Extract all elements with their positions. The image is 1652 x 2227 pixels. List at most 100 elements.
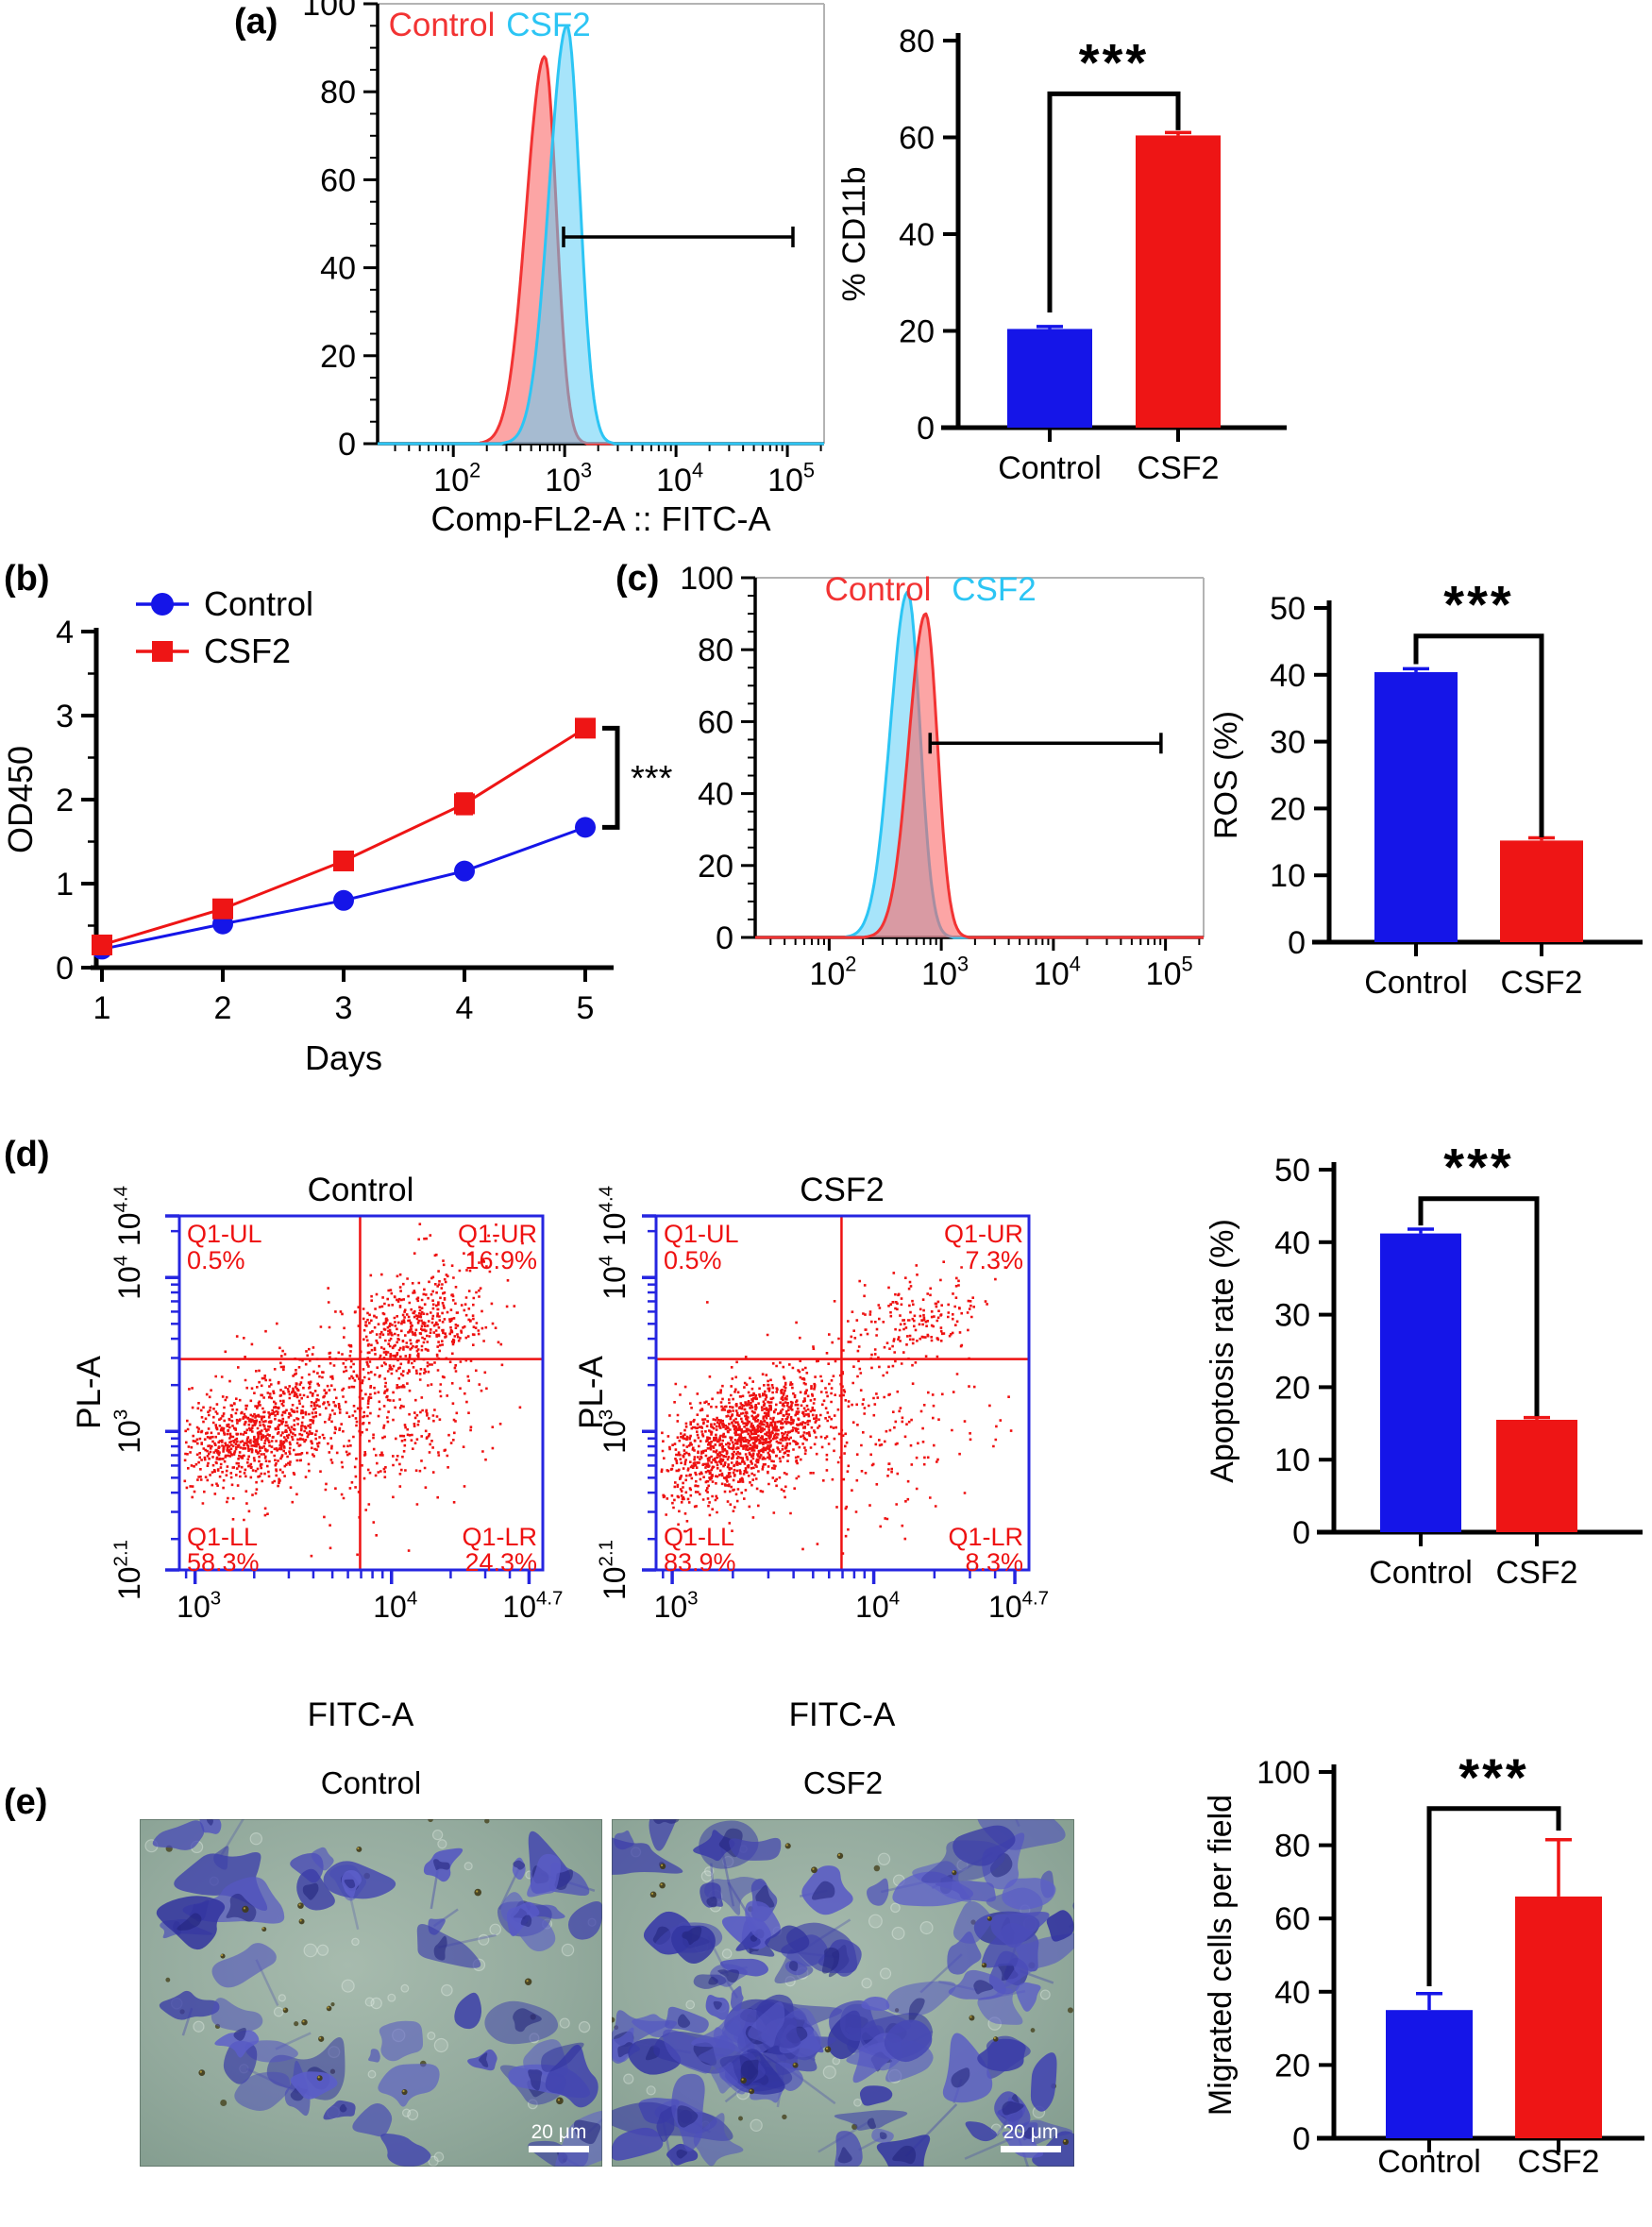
svg-text:40: 40	[899, 217, 935, 253]
svg-text:20 μm: 20 μm	[531, 2121, 587, 2143]
svg-text:40: 40	[698, 777, 733, 813]
svg-text:20 μm: 20 μm	[1003, 2121, 1059, 2143]
svg-text:Q1-LR: Q1-LR	[948, 1523, 1023, 1551]
panel-label-c: (c)	[615, 559, 660, 599]
svg-text:20: 20	[320, 339, 356, 375]
svg-text:103: 103	[177, 1588, 221, 1624]
svg-text:104.4: 104.4	[596, 1186, 632, 1246]
svg-text:24.3%: 24.3%	[464, 1548, 537, 1577]
svg-text:Control: Control	[308, 1172, 414, 1208]
svg-text:40: 40	[1274, 1225, 1310, 1261]
svg-text:105: 105	[1146, 953, 1193, 992]
svg-text:***: ***	[1443, 575, 1513, 634]
svg-text:80: 80	[899, 24, 935, 59]
svg-text:1: 1	[56, 867, 74, 903]
svg-text:5: 5	[577, 990, 595, 1026]
svg-text:0: 0	[1292, 2121, 1310, 2157]
panel-e-migration-bar-chart: 0 20 40 60 80 100 Control CSF2 *** Migrated cells…	[1203, 1747, 1644, 2180]
svg-text:CSF2: CSF2	[1501, 965, 1583, 1001]
micrograph-title-csf2: CSF2	[802, 1765, 884, 1800]
svg-text:Q1-UR: Q1-UR	[458, 1220, 537, 1248]
panel-d-apoptosis-bar-chart: 0 10 20 30 40 50 Control CSF2 *** Apoptosis rate …	[1205, 1138, 1643, 1591]
svg-text:Control: Control	[1369, 1555, 1473, 1591]
panel-e-micrograph-csf2: 20 μm	[612, 1819, 1074, 2167]
svg-text:16.9%: 16.9%	[464, 1246, 537, 1274]
svg-text:80: 80	[320, 75, 356, 110]
svg-text:Control: Control	[1377, 2144, 1481, 2180]
svg-text:103: 103	[110, 1409, 146, 1454]
svg-text:102: 102	[809, 953, 856, 992]
svg-text:60: 60	[899, 121, 935, 157]
svg-text:CSF2: CSF2	[1518, 2144, 1600, 2180]
svg-text:104: 104	[656, 459, 703, 498]
svg-text:Q1-LL: Q1-LL	[664, 1523, 734, 1551]
svg-text:50: 50	[1274, 1153, 1310, 1189]
svg-text:Control: Control	[389, 7, 496, 43]
panel-label-e: (e)	[4, 1782, 48, 1822]
svg-text:104.7: 104.7	[502, 1588, 563, 1624]
svg-text:0: 0	[1288, 925, 1306, 961]
svg-text:0: 0	[1292, 1515, 1310, 1551]
svg-text:104: 104	[596, 1256, 632, 1300]
svg-text:% CD11b: % CD11b	[836, 167, 872, 302]
svg-text:FITC-A: FITC-A	[789, 1696, 896, 1733]
svg-text:102: 102	[433, 459, 480, 498]
svg-text:58.3%: 58.3%	[187, 1548, 260, 1577]
svg-text:0: 0	[338, 427, 356, 463]
svg-text:ROS (%): ROS (%)	[1208, 711, 1244, 839]
svg-text:***: ***	[1443, 1138, 1513, 1197]
svg-text:CSF2: CSF2	[952, 571, 1036, 608]
svg-text:30: 30	[1274, 1298, 1310, 1334]
svg-text:0: 0	[56, 951, 74, 987]
svg-text:Control: Control	[1364, 965, 1468, 1001]
svg-text:103: 103	[596, 1409, 632, 1454]
svg-text:Control: Control	[825, 571, 932, 608]
svg-text:100: 100	[680, 561, 733, 597]
svg-text:103: 103	[654, 1588, 699, 1624]
svg-text:50: 50	[1270, 591, 1306, 627]
svg-text:PL-A: PL-A	[573, 1355, 610, 1428]
svg-text:104.7: 104.7	[988, 1588, 1049, 1624]
svg-text:102.1: 102.1	[110, 1540, 146, 1600]
svg-text:40: 40	[320, 251, 356, 287]
panel-c-ros-bar-chart: 0 10 20 30 40 50 Control CSF2 *** ROS (%)	[1208, 575, 1643, 1001]
svg-text:2: 2	[56, 783, 74, 818]
svg-text:CSF2: CSF2	[1496, 1555, 1578, 1591]
svg-text:Q1-LR: Q1-LR	[462, 1523, 537, 1551]
svg-text:80: 80	[698, 633, 733, 668]
svg-text:40: 40	[1274, 1975, 1310, 2011]
panel-d-apoptosis-scatter-csf2: CSF2 103 104 104.7 102.1 103 104 104.4 Q1-UL0.5%…	[573, 1172, 1049, 1733]
svg-text:10: 10	[1270, 858, 1306, 894]
svg-text:***: ***	[1079, 32, 1149, 92]
svg-text:103: 103	[545, 459, 592, 498]
svg-text:3: 3	[56, 699, 74, 734]
micrograph-title-control: Control	[320, 1765, 422, 1800]
panel-label-b: (b)	[4, 559, 50, 599]
svg-text:Q1-UL: Q1-UL	[664, 1220, 739, 1248]
panel-c-flow-histogram: 0 20 40 60 80 100 102 103 104 105 Control CSF2	[680, 561, 1205, 992]
svg-text:Control: Control	[998, 450, 1102, 486]
svg-text:PL-A: PL-A	[71, 1355, 108, 1428]
svg-text:60: 60	[698, 704, 733, 740]
svg-text:OD450: OD450	[1, 746, 40, 853]
svg-text:CSF2: CSF2	[204, 632, 291, 670]
svg-text:20: 20	[899, 314, 935, 350]
svg-text:104: 104	[1034, 953, 1081, 992]
svg-text:0: 0	[917, 411, 935, 447]
svg-text:0.5%: 0.5%	[187, 1246, 245, 1274]
svg-text:Comp-FL2-A :: FITC-A: Comp-FL2-A :: FITC-A	[430, 499, 770, 538]
svg-text:60: 60	[1274, 1901, 1310, 1937]
svg-text:20: 20	[698, 849, 733, 885]
svg-text:100: 100	[302, 0, 356, 23]
svg-text:20: 20	[1274, 2048, 1310, 2084]
svg-text:104: 104	[373, 1588, 417, 1624]
svg-text:0: 0	[716, 920, 733, 956]
svg-text:20: 20	[1274, 1370, 1310, 1406]
svg-text:Q1-UL: Q1-UL	[187, 1220, 262, 1248]
svg-text:Q1-LL: Q1-LL	[187, 1523, 258, 1551]
svg-text:105: 105	[767, 459, 815, 498]
svg-text:2: 2	[214, 990, 232, 1026]
